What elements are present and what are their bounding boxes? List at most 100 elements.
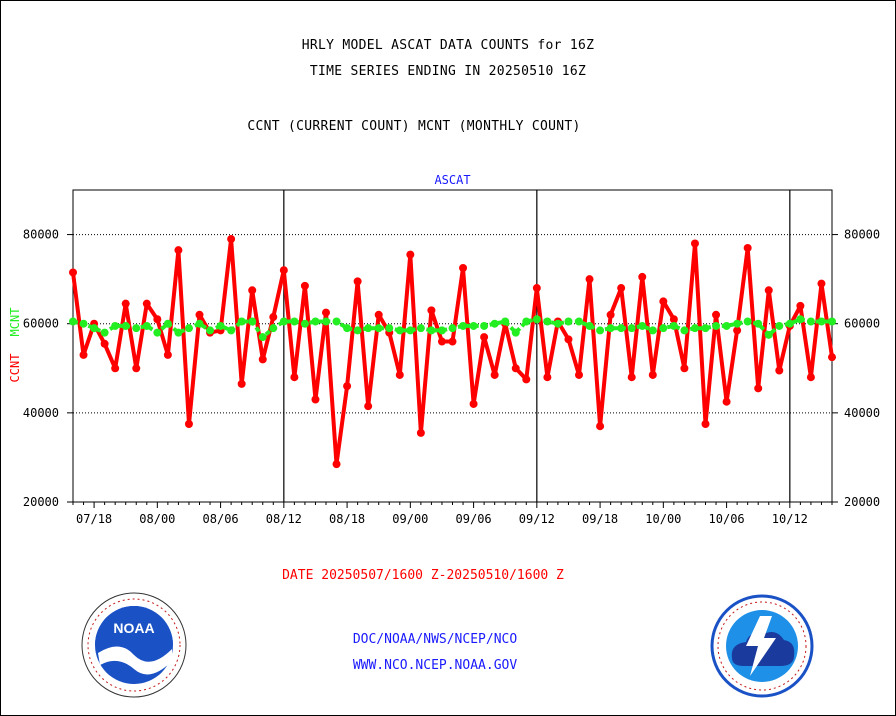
data-point-mcnt bbox=[353, 326, 362, 335]
series-line-ccnt bbox=[71, 237, 834, 467]
data-point-mcnt bbox=[648, 326, 657, 335]
data-point-ccnt bbox=[648, 370, 657, 379]
data-point-ccnt bbox=[300, 281, 309, 290]
data-point-mcnt bbox=[690, 324, 699, 333]
data-point-ccnt bbox=[712, 310, 721, 319]
data-point-mcnt bbox=[596, 326, 605, 335]
data-point-ccnt bbox=[722, 397, 731, 406]
data-point-ccnt bbox=[279, 266, 288, 275]
data-point-ccnt bbox=[806, 373, 815, 382]
data-point-ccnt bbox=[416, 428, 425, 437]
data-point-mcnt bbox=[395, 326, 404, 335]
data-point-mcnt bbox=[216, 321, 225, 330]
noaa-logo-text: NOAA bbox=[113, 620, 154, 636]
data-point-ccnt bbox=[79, 350, 88, 359]
data-point-mcnt bbox=[701, 324, 710, 333]
data-point-ccnt bbox=[459, 264, 468, 272]
data-point-mcnt bbox=[585, 321, 594, 330]
data-point-mcnt bbox=[459, 321, 468, 330]
data-point-mcnt bbox=[69, 317, 77, 326]
data-point-ccnt bbox=[269, 313, 278, 322]
data-point-ccnt bbox=[343, 382, 352, 391]
data-point-mcnt bbox=[806, 317, 815, 326]
data-point-mcnt bbox=[490, 319, 499, 328]
data-point-mcnt bbox=[817, 317, 826, 326]
data-point-ccnt bbox=[701, 420, 710, 428]
data-point-ccnt bbox=[796, 301, 805, 310]
data-point-ccnt bbox=[153, 315, 162, 324]
data-point-ccnt bbox=[480, 333, 489, 342]
data-point-ccnt bbox=[490, 370, 499, 379]
data-point-ccnt bbox=[353, 277, 362, 286]
data-point-ccnt bbox=[184, 420, 193, 428]
data-point-ccnt bbox=[469, 399, 478, 408]
data-point-mcnt bbox=[111, 321, 120, 330]
data-point-mcnt bbox=[448, 324, 457, 333]
data-point-mcnt bbox=[532, 315, 541, 324]
data-point-ccnt bbox=[522, 375, 531, 384]
x-tick-label: 10/00 bbox=[645, 512, 681, 526]
data-point-ccnt bbox=[585, 275, 594, 284]
data-point-mcnt bbox=[374, 324, 383, 333]
data-point-mcnt bbox=[311, 317, 320, 326]
data-point-mcnt bbox=[437, 326, 446, 335]
x-tick-label: 09/06 bbox=[456, 512, 492, 526]
data-point-mcnt bbox=[733, 319, 742, 328]
y-tick-label-right: 80000 bbox=[844, 228, 880, 242]
y-axis-label-ccnt: CCNT bbox=[8, 354, 22, 383]
data-point-ccnt bbox=[743, 243, 752, 252]
data-point-ccnt bbox=[374, 310, 383, 319]
data-point-ccnt bbox=[448, 337, 457, 346]
x-tick-label: 08/00 bbox=[139, 512, 175, 526]
data-point-mcnt bbox=[828, 317, 836, 326]
data-point-mcnt bbox=[132, 324, 141, 333]
data-point-ccnt bbox=[406, 250, 415, 259]
data-point-mcnt bbox=[722, 321, 731, 330]
data-point-ccnt bbox=[617, 284, 626, 293]
data-point-mcnt bbox=[364, 324, 373, 333]
data-point-mcnt bbox=[416, 324, 425, 333]
data-point-mcnt bbox=[300, 319, 309, 328]
data-point-ccnt bbox=[111, 364, 120, 373]
y-axis-label-mcnt: MCNT bbox=[8, 308, 22, 337]
data-point-ccnt bbox=[100, 339, 109, 348]
data-point-mcnt bbox=[322, 317, 330, 326]
data-point-mcnt bbox=[775, 321, 784, 330]
chart-title-line2: TIME SERIES ENDING IN 20250510 16Z bbox=[309, 64, 587, 79]
data-point-ccnt bbox=[690, 239, 699, 248]
data-point-mcnt bbox=[712, 321, 721, 330]
data-point-ccnt bbox=[754, 384, 763, 393]
data-point-mcnt bbox=[754, 319, 763, 328]
data-point-ccnt bbox=[258, 355, 267, 364]
data-point-ccnt bbox=[828, 353, 836, 362]
data-point-mcnt bbox=[669, 321, 678, 330]
data-point-mcnt bbox=[627, 324, 636, 333]
data-point-ccnt bbox=[142, 299, 151, 308]
data-point-mcnt bbox=[406, 326, 415, 335]
y-tick-label-left: 40000 bbox=[23, 406, 59, 420]
data-point-ccnt bbox=[596, 422, 605, 431]
data-point-ccnt bbox=[543, 373, 552, 382]
data-point-mcnt bbox=[142, 321, 151, 330]
data-point-ccnt bbox=[669, 315, 678, 324]
data-point-ccnt bbox=[163, 350, 172, 359]
footer-url[interactable]: WWW.NCO.NCEP.NOAA.GOV bbox=[352, 658, 518, 673]
data-point-mcnt bbox=[184, 324, 193, 333]
data-point-mcnt bbox=[606, 324, 615, 333]
date-range-label: DATE 20250507/1600 Z-20250510/1600 Z bbox=[282, 568, 564, 583]
data-point-mcnt bbox=[290, 317, 299, 326]
data-point-ccnt bbox=[532, 284, 541, 293]
chart-title-line1: HRLY MODEL ASCAT DATA COUNTS for 16Z bbox=[301, 38, 595, 53]
data-point-mcnt bbox=[553, 319, 562, 328]
data-point-mcnt bbox=[237, 317, 246, 326]
x-tick-label: 08/12 bbox=[266, 512, 302, 526]
data-point-mcnt bbox=[511, 328, 520, 337]
x-tick-label: 10/06 bbox=[709, 512, 745, 526]
data-point-ccnt bbox=[575, 370, 583, 379]
data-point-ccnt bbox=[290, 373, 299, 382]
data-point-mcnt bbox=[796, 315, 805, 324]
data-point-ccnt bbox=[638, 272, 647, 281]
data-point-ccnt bbox=[680, 364, 689, 373]
data-point-ccnt bbox=[121, 299, 130, 308]
chart-subtitle: CCNT (CURRENT COUNT) MCNT (MONTHLY COUNT… bbox=[247, 119, 581, 134]
